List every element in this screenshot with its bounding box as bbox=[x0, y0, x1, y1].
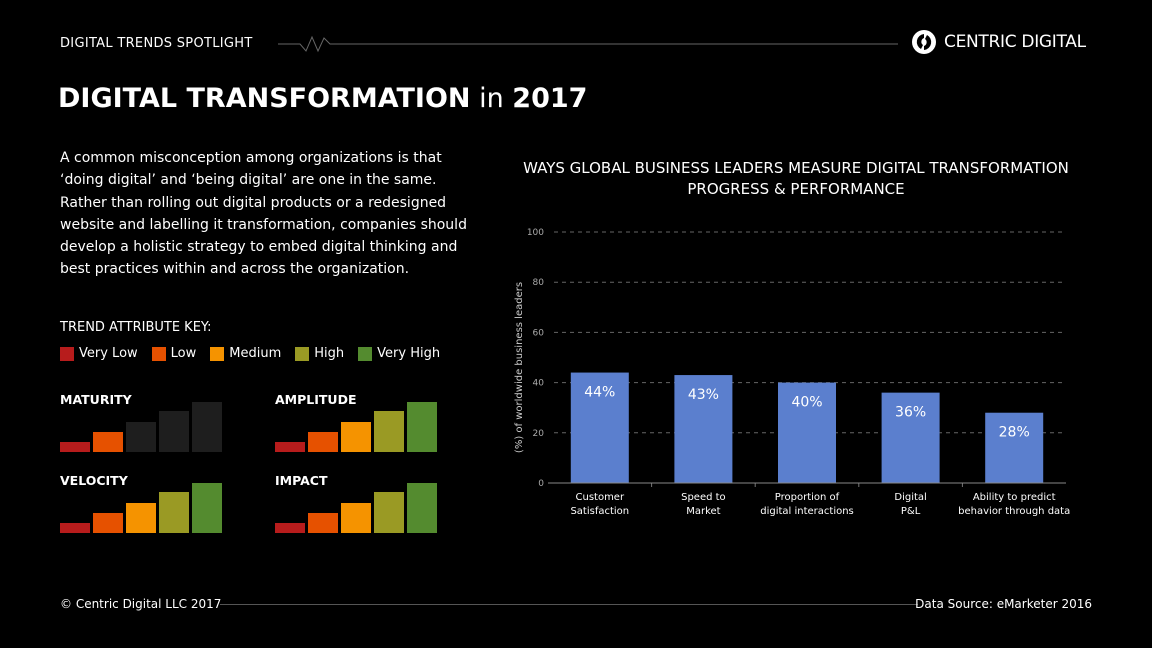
title-year: 2017 bbox=[512, 83, 588, 114]
attribute-bar bbox=[341, 422, 371, 452]
data-source: Data Source: eMarketer 2016 bbox=[915, 597, 1092, 611]
x-tick-label: Market bbox=[686, 506, 720, 517]
attribute-amplitude: AMPLITUDE bbox=[275, 392, 445, 452]
attribute-bar bbox=[93, 513, 123, 533]
bar bbox=[778, 382, 836, 483]
attribute-bar bbox=[275, 523, 305, 533]
attribute-bar bbox=[308, 432, 338, 452]
x-tick-label: Proportion of bbox=[775, 492, 840, 503]
attribute-bar bbox=[407, 483, 437, 533]
bar-chart: 0 20 40 60 80 100 (%) of worldwide business le… bbox=[514, 228, 1070, 517]
key-swatch bbox=[151, 346, 166, 361]
attribute-bar bbox=[159, 411, 189, 452]
attribute-bar bbox=[60, 442, 90, 452]
data-label: 43% bbox=[688, 387, 719, 403]
attribute-bar bbox=[407, 402, 437, 452]
y-axis-label: (%) of worldwide business leaders bbox=[514, 282, 525, 453]
attribute-bar bbox=[60, 523, 90, 533]
y-tick-label: 80 bbox=[533, 278, 545, 288]
x-tick-label: Satisfaction bbox=[570, 506, 629, 517]
spotlight-label: DIGITAL TRENDS SPOTLIGHT bbox=[60, 36, 253, 51]
brand-logo: CENTRIC DIGITAL bbox=[910, 28, 1086, 56]
attribute-bar bbox=[126, 422, 156, 452]
key-label: Very High bbox=[377, 346, 441, 361]
centric-logo-icon bbox=[912, 30, 936, 54]
bar bbox=[570, 372, 629, 483]
attribute-label: VELOCITY bbox=[60, 473, 128, 488]
title-main: DIGITAL TRANSFORMATION bbox=[58, 83, 471, 114]
attribute-bar bbox=[374, 492, 404, 533]
attribute-label: AMPLITUDE bbox=[275, 392, 357, 407]
key-label: Medium bbox=[229, 346, 282, 361]
attribute-maturity: MATURITY bbox=[60, 392, 230, 452]
attribute-velocity: VELOCITY bbox=[60, 473, 230, 533]
y-tick-label: 100 bbox=[527, 228, 544, 238]
attribute-label: IMPACT bbox=[275, 473, 328, 488]
x-tick-label: Ability to predict bbox=[973, 492, 1056, 503]
attribute-bar bbox=[308, 513, 338, 533]
key-item: High bbox=[295, 346, 344, 361]
footer-divider bbox=[220, 604, 918, 605]
y-tick-label: 60 bbox=[533, 328, 545, 338]
attribute-bar bbox=[192, 402, 222, 452]
key-swatch bbox=[60, 346, 74, 361]
key-swatch bbox=[295, 346, 310, 361]
key-swatch bbox=[210, 346, 225, 361]
key-label: High bbox=[314, 346, 345, 361]
data-label: 40% bbox=[791, 395, 822, 411]
bar bbox=[674, 375, 733, 483]
key-item: Low bbox=[151, 346, 197, 361]
bar bbox=[881, 392, 940, 483]
chart-title: WAYS GLOBAL BUSINESS LEADERS MEASURE DIG… bbox=[523, 159, 1069, 198]
brand-name: CENTRIC DIGITAL bbox=[944, 32, 1086, 52]
attribute-bar bbox=[126, 503, 156, 533]
bar bbox=[985, 412, 1044, 483]
attribute-bar bbox=[275, 442, 305, 452]
key-item: Very Low bbox=[60, 346, 138, 361]
attribute-bar bbox=[374, 411, 404, 452]
data-label: 44% bbox=[584, 385, 615, 401]
trend-key: Very Low Low Medium High Very High bbox=[60, 346, 440, 361]
attribute-label: MATURITY bbox=[60, 392, 132, 407]
key-item: Medium bbox=[210, 346, 281, 361]
data-label: 28% bbox=[999, 425, 1030, 441]
y-tick-label: 20 bbox=[533, 429, 545, 439]
x-tick-label: Speed to bbox=[681, 492, 726, 503]
attribute-bar bbox=[341, 503, 371, 533]
intro-paragraph: A common misconception among organizatio… bbox=[60, 150, 467, 278]
copyright: © Centric Digital LLC 2017 bbox=[60, 597, 222, 611]
attribute-bar bbox=[192, 483, 222, 533]
key-label: Low bbox=[170, 346, 197, 361]
key-title: TREND ATTRIBUTE KEY: bbox=[60, 320, 212, 335]
x-tick-label: P&L bbox=[901, 506, 921, 517]
title-connector: in bbox=[470, 83, 513, 114]
key-swatch bbox=[358, 346, 373, 361]
page-title: DIGITAL TRANSFORMATION in 2017 bbox=[58, 83, 587, 114]
y-tick-label: 0 bbox=[538, 479, 544, 489]
header-divider bbox=[278, 35, 898, 53]
attribute-bar bbox=[93, 432, 123, 452]
key-label: Very Low bbox=[79, 346, 138, 361]
x-tick-label: behavior through data bbox=[958, 506, 1070, 517]
y-tick-label: 40 bbox=[533, 379, 545, 389]
x-tick-label: Digital bbox=[894, 492, 926, 503]
x-tick-label: Customer bbox=[576, 492, 625, 503]
data-label: 36% bbox=[895, 405, 926, 421]
key-item: Very High bbox=[358, 346, 440, 361]
attribute-bar bbox=[159, 492, 189, 533]
attribute-impact: IMPACT bbox=[275, 473, 445, 533]
x-tick-label: digital interactions bbox=[760, 506, 854, 517]
